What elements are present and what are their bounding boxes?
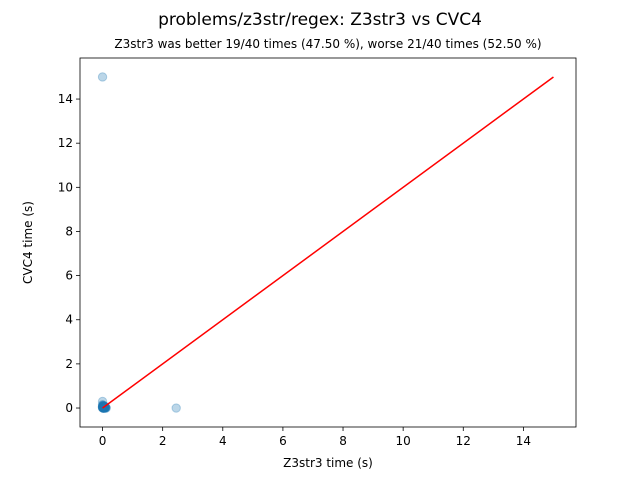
y-tick-label: 10 [58,180,73,194]
data-point [98,401,108,412]
x-tick-label: 10 [396,434,411,448]
data-point [100,403,111,413]
y-tick-label: 2 [65,357,73,371]
x-tick-label: 4 [219,434,227,448]
data-point [171,403,181,413]
y-axis-label: CVC4 time (s) [21,201,35,284]
y-tick-label: 4 [65,313,73,327]
data-point [98,401,108,411]
data-point [98,400,108,411]
x-tick-label: 2 [159,434,167,448]
chart-title: problems/z3str/regex: Z3str3 vs CVC4 [158,10,482,30]
x-tick-label: 12 [456,434,471,448]
data-point [97,72,108,82]
chart-subtitle: Z3str3 was better 19/40 times (47.50 %),… [114,37,541,51]
y-axis-ticks: 0 2 4 6 8 10 12 14 [58,92,80,415]
data-point [97,402,108,412]
data-point [101,403,111,413]
y-tick-label: 8 [65,224,73,238]
data-point [97,401,108,411]
y-tick-label: 0 [65,401,73,415]
x-axis-label: Z3str3 time (s) [283,456,373,470]
data-point [100,403,110,413]
y-tick-label: 6 [65,269,73,283]
y-tick-label: 14 [58,92,73,106]
x-tick-label: 0 [99,434,107,448]
y-tick-label: 12 [58,136,73,150]
data-point [97,401,108,412]
x-tick-label: 8 [339,434,347,448]
data-point [97,396,108,407]
x-axis-ticks: 0 2 4 6 8 10 12 14 [99,427,531,448]
x-tick-label: 14 [516,434,531,448]
x-tick-label: 6 [279,434,287,448]
plot-frame [79,57,577,428]
reference-line [102,76,554,409]
data-point [101,402,111,413]
